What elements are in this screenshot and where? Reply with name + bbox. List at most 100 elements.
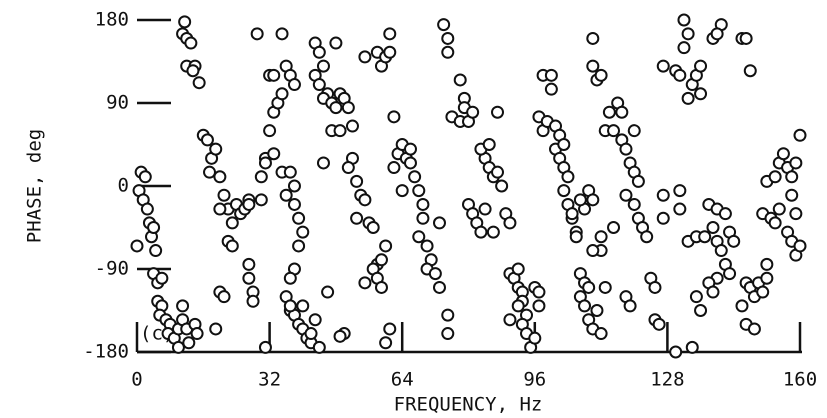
data-point — [474, 225, 488, 239]
data-point — [149, 244, 163, 258]
data-point — [254, 193, 268, 207]
data-point — [785, 170, 799, 184]
data-point — [772, 202, 786, 216]
data-point — [656, 59, 670, 73]
data-point — [573, 193, 587, 207]
data-point — [387, 161, 401, 175]
data-point — [428, 267, 442, 281]
data-point — [383, 45, 397, 59]
data-point — [586, 59, 600, 73]
data-point — [345, 119, 359, 133]
data-point — [586, 244, 600, 258]
data-point — [374, 280, 388, 294]
data-point — [569, 230, 583, 244]
data-point — [694, 59, 708, 73]
data-point — [453, 73, 467, 87]
data-point — [203, 165, 217, 179]
data-point — [511, 299, 525, 313]
x-tick-label: 128 — [650, 369, 684, 391]
data-point — [366, 221, 380, 234]
data-point — [437, 18, 451, 32]
data-point — [225, 216, 239, 230]
x-tick-label: 96 — [523, 369, 546, 391]
data-point — [316, 156, 330, 170]
data-point — [296, 299, 310, 313]
data-point — [182, 336, 196, 350]
data-point — [246, 294, 260, 308]
data-point — [341, 101, 355, 115]
data-point — [677, 41, 691, 55]
data-point — [789, 207, 803, 221]
data-point — [694, 304, 708, 317]
data-point — [544, 82, 558, 96]
data-point — [350, 211, 364, 225]
data-point — [640, 230, 654, 244]
data-point — [292, 211, 306, 225]
data-point — [209, 142, 223, 156]
data-point — [681, 91, 695, 105]
data-point — [789, 156, 803, 170]
x-tick-label: 0 — [131, 369, 142, 391]
data-point — [652, 317, 666, 331]
data-point — [756, 285, 770, 299]
data-point — [776, 147, 790, 161]
data-point — [267, 68, 281, 82]
data-point — [242, 271, 256, 285]
data-point — [673, 202, 687, 216]
data-point — [441, 31, 455, 45]
data-point — [333, 124, 347, 138]
data-point — [594, 68, 608, 82]
data-point — [254, 170, 268, 184]
data-point — [503, 216, 517, 230]
data-point — [217, 290, 231, 304]
data-point — [565, 207, 579, 221]
data-point — [739, 31, 753, 45]
data-point — [412, 230, 426, 244]
data-point — [735, 299, 749, 313]
data-point — [312, 45, 326, 59]
data-point — [263, 124, 277, 138]
data-point — [296, 225, 310, 239]
data-point — [578, 299, 592, 313]
x-tick-label: 64 — [391, 369, 414, 391]
data-point — [532, 299, 546, 313]
x-tick-label: 160 — [783, 369, 817, 391]
data-point — [594, 230, 608, 244]
data-point — [623, 299, 637, 313]
data-point — [594, 327, 608, 341]
data-point — [250, 27, 264, 41]
data-point — [706, 285, 720, 299]
data-point — [441, 327, 455, 341]
data-point — [478, 202, 492, 216]
data-point — [403, 142, 417, 156]
data-point — [287, 179, 301, 193]
y-tick-label: 90 — [106, 92, 129, 114]
data-point — [607, 124, 621, 138]
data-point — [648, 280, 662, 294]
data-point — [768, 216, 782, 230]
data-point — [681, 27, 695, 41]
data-point — [130, 239, 144, 253]
data-point — [147, 221, 161, 234]
data-point — [718, 207, 732, 221]
data-point — [432, 280, 446, 294]
data-point — [689, 290, 703, 304]
data-point — [656, 211, 670, 225]
data-point — [495, 179, 509, 193]
data-point — [242, 257, 256, 271]
data-point — [192, 76, 206, 90]
data-point — [374, 253, 388, 267]
data-point — [793, 128, 807, 142]
data-point — [184, 36, 198, 50]
data-point — [482, 138, 496, 151]
data-point — [379, 239, 393, 253]
data-point — [586, 31, 600, 45]
data-point — [200, 133, 214, 147]
x-axis-label: FREQUENCY, Hz — [394, 394, 543, 416]
data-point — [416, 197, 430, 211]
data-point — [292, 239, 306, 253]
data-point — [350, 174, 364, 188]
data-point — [225, 239, 239, 253]
data-point — [329, 36, 343, 50]
